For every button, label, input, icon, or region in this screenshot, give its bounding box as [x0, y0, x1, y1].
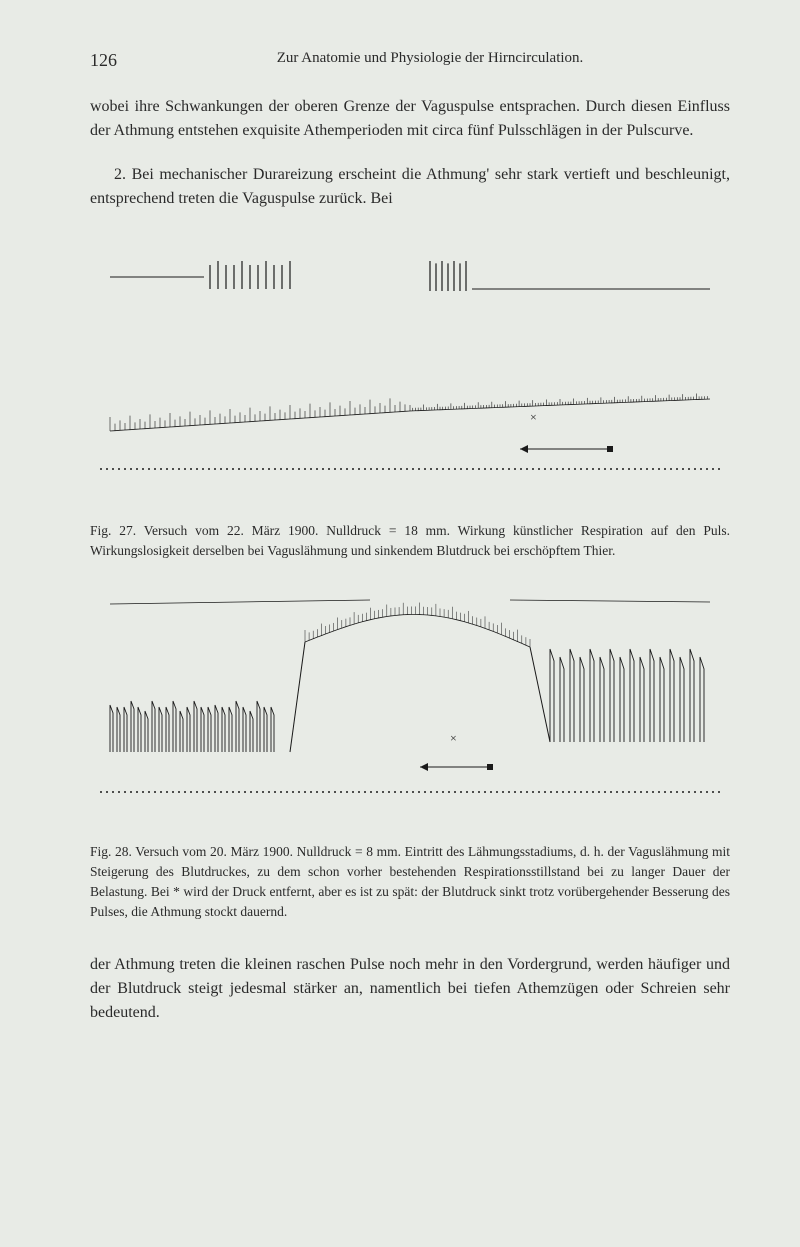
figure-27-label: Fig. 27.: [90, 523, 136, 538]
figure-27-caption-text: Versuch vom 22. März 1900. Nulldruck = 1…: [90, 523, 730, 558]
figure-28: ×: [90, 592, 730, 812]
svg-text:×: ×: [450, 731, 457, 745]
paragraph-2: 2. Bei mechanischer Durareizung erschein…: [90, 163, 730, 211]
figure-28-svg: ×: [90, 592, 730, 802]
figure-28-caption: Fig. 28. Versuch vom 20. März 1900. Null…: [90, 842, 730, 923]
running-header: Zur Anatomie und Physiologie der Hirncir…: [90, 50, 730, 67]
paragraph-1: wobei ihre Schwankungen der oberen Grenz…: [90, 95, 730, 143]
figure-27-caption: Fig. 27. Versuch vom 22. März 1900. Null…: [90, 521, 730, 562]
figure-27-svg: ×: [90, 231, 730, 481]
figure-28-caption-text: Versuch vom 20. März 1900. Nulldruck = 8…: [90, 844, 730, 920]
figure-27: ×: [90, 231, 730, 491]
figure-28-label: Fig. 28.: [90, 844, 132, 859]
svg-text:×: ×: [530, 410, 537, 424]
paragraph-3: der Athmung treten die kleinen raschen P…: [90, 953, 730, 1025]
page-number: 126: [90, 50, 117, 71]
